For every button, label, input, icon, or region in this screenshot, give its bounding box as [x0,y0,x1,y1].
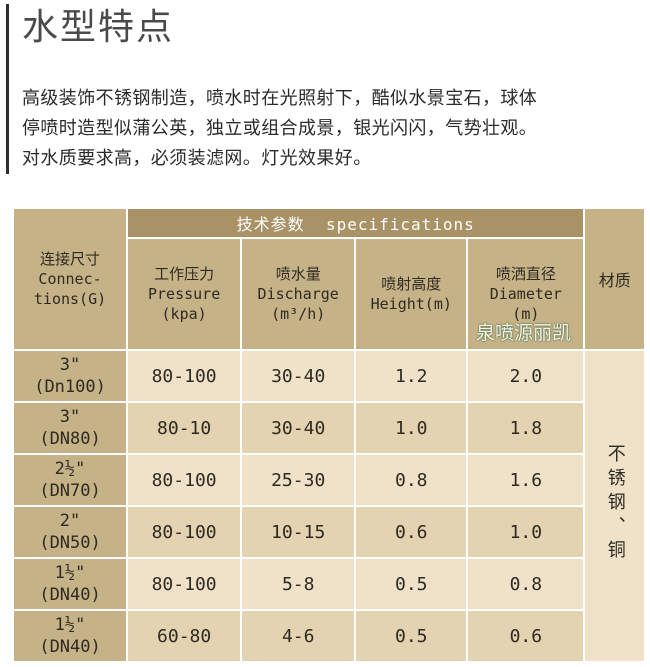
material-header: 材质 [585,209,644,349]
connection-dn: (Dn100) [34,377,106,397]
connection-cell: 3" (DN80) [14,403,127,453]
description-line: 对水质要求高，必须装滤网。灯光效果好。 [22,148,372,169]
column-header-en: Pressure [147,285,221,303]
diameter-cell: 2.0 [468,351,584,401]
diameter-cell: 1.6 [468,455,584,505]
connection-header-en1: Connec- [38,270,102,288]
description-line: 停喷时造型似蒲公英，独立或组合成景，银光闪闪，气势壮观。 [22,118,538,139]
connection-cell: 1½" (DN40) [14,559,127,609]
pressure-cell: 60-80 [128,611,241,661]
description-line: 高级装饰不锈钢制造，喷水时在光照射下，酷似水景宝石，球体 [22,88,538,109]
discharge-header: 喷水量 Discharge (m³/h) [242,239,355,349]
pressure-cell: 80-10 [128,403,241,453]
height-header: 喷射高度 Height(m) [356,239,467,349]
height-cell: 1.0 [356,403,467,453]
title-accent-bar [6,4,9,174]
connection-dn: (DN80) [39,429,101,449]
height-cell: 0.5 [356,559,467,609]
diameter-cell: 0.6 [468,611,584,661]
diameter-cell: 1.0 [468,507,584,557]
discharge-cell: 25-30 [242,455,355,505]
diameter-cell: 1.8 [468,403,584,453]
connection-size: 3" [59,355,81,375]
connection-size: 1½" [54,615,86,635]
pressure-cell: 80-100 [128,507,241,557]
discharge-cell: 5-8 [242,559,355,609]
discharge-cell: 30-40 [242,351,355,401]
diameter-cell: 0.8 [468,559,584,609]
description: 高级装饰不锈钢制造，喷水时在光照射下，酷似水景宝石，球体 停喷时造型似蒲公英，独… [22,84,647,174]
material-cell: 不锈钢、铜 [585,351,644,661]
connection-cell: 1½" (DN40) [14,611,127,661]
connection-size: 2" [59,511,81,531]
connection-header: 连接尺寸 Connec- tions(G) [14,209,127,349]
connection-header-en2: tions(G) [33,290,107,308]
column-header-en: Height(m) [370,295,452,313]
discharge-cell: 10-15 [242,507,355,557]
column-header-unit: (m³/h) [271,305,326,323]
column-header-cn: 喷洒直径 [495,265,556,283]
connection-cell: 2" (DN50) [14,507,127,557]
connection-dn: (DN40) [39,585,101,605]
column-header-cn: 喷射高度 [381,275,442,293]
height-cell: 1.2 [356,351,467,401]
pressure-cell: 80-100 [128,351,241,401]
pressure-cell: 80-100 [128,559,241,609]
connection-dn: (DN50) [39,533,101,553]
pressure-header: 工作压力 Pressure (kpa) [128,239,241,349]
column-header-cn: 喷水量 [275,265,321,283]
height-cell: 0.6 [356,507,467,557]
discharge-cell: 4-6 [242,611,355,661]
spec-group-header: 技术参数 specifications [128,209,584,237]
connection-size: 2½" [54,459,86,479]
spec-table: 连接尺寸 Connec- tions(G) 技术参数 specification… [12,207,646,663]
column-header-en: Diameter [489,285,562,303]
material-header-label: 材质 [598,271,631,290]
pressure-cell: 80-100 [128,455,241,505]
column-header-cn: 工作压力 [154,265,215,283]
height-cell: 0.8 [356,455,467,505]
diameter-header: 喷洒直径 Diameter (m) [468,239,584,349]
discharge-cell: 30-40 [242,403,355,453]
connection-cell: 2½" (DN70) [14,455,127,505]
watermark: 泉喷源丽凯 [476,322,572,344]
height-cell: 0.5 [356,611,467,661]
page-title: 水型特点 [22,7,175,48]
connection-dn: (DN40) [39,637,101,657]
connection-header-cn: 连接尺寸 [40,250,101,268]
connection-dn: (DN70) [39,481,101,501]
column-header-en: Discharge [257,285,339,303]
connection-cell: 3" (Dn100) [14,351,127,401]
column-header-unit: (m) [512,305,540,323]
connection-size: 1½" [54,563,86,583]
column-header-unit: (kpa) [161,305,207,323]
connection-size: 3" [59,407,81,427]
material-value: 不锈钢、铜 [604,443,626,564]
